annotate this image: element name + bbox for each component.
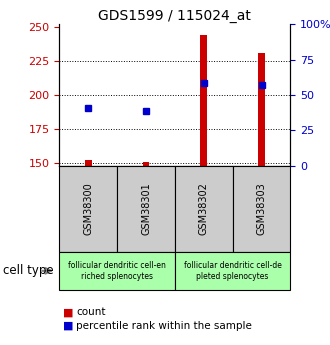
Bar <box>117 166 175 252</box>
Bar <box>175 252 290 290</box>
Title: GDS1599 / 115024_at: GDS1599 / 115024_at <box>98 9 251 23</box>
Bar <box>258 53 265 166</box>
Bar <box>175 166 233 252</box>
Bar <box>59 252 175 290</box>
Text: follicular dendritic cell-de
pleted splenocytes: follicular dendritic cell-de pleted sple… <box>184 261 281 280</box>
Bar <box>200 35 207 166</box>
Bar <box>143 161 149 166</box>
Text: GSM38300: GSM38300 <box>83 183 93 235</box>
Text: GSM38302: GSM38302 <box>199 182 209 235</box>
Text: GSM38303: GSM38303 <box>256 183 267 235</box>
Text: ■: ■ <box>63 321 73 331</box>
Bar <box>59 166 117 252</box>
Bar <box>85 160 92 166</box>
Text: ■: ■ <box>63 307 73 317</box>
Text: cell type: cell type <box>3 264 54 277</box>
Text: count: count <box>76 307 105 317</box>
Bar <box>233 166 290 252</box>
Text: percentile rank within the sample: percentile rank within the sample <box>76 321 252 331</box>
Text: follicular dendritic cell-en
riched splenocytes: follicular dendritic cell-en riched sple… <box>68 261 166 280</box>
Text: GSM38301: GSM38301 <box>141 183 151 235</box>
